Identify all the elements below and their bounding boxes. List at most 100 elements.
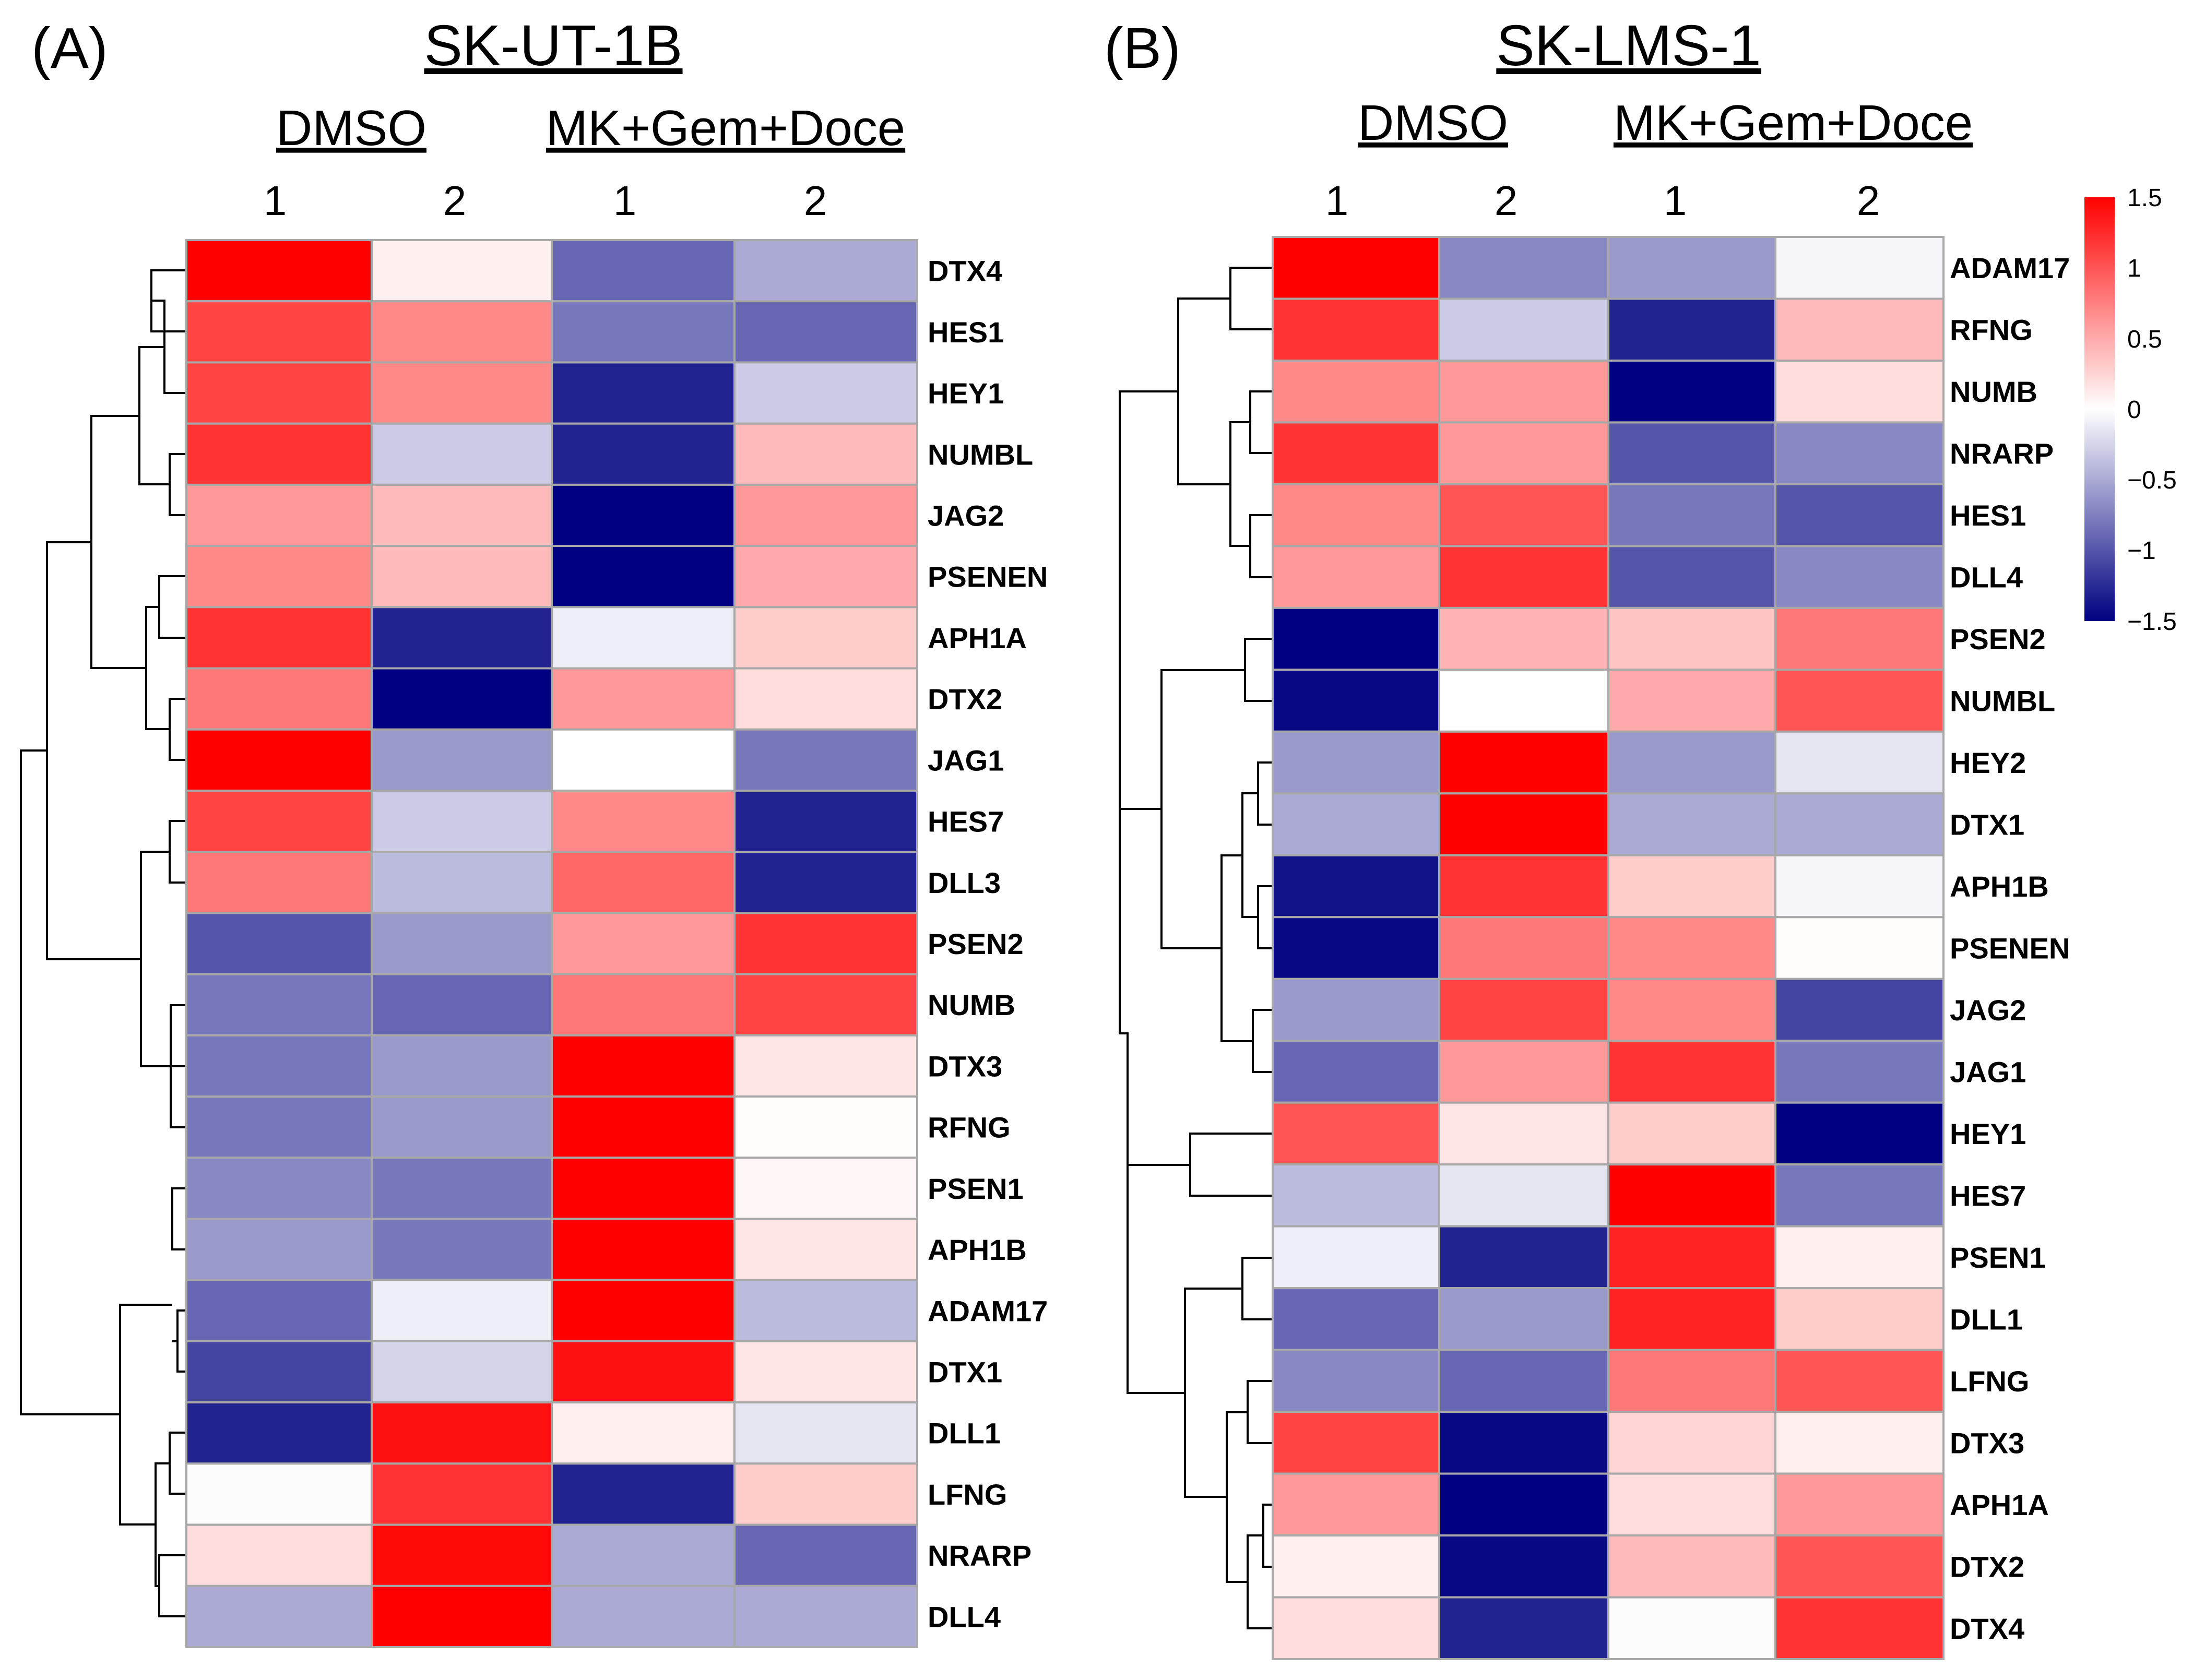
- panel-a-row-label-numbl: NUMBL: [928, 438, 1033, 471]
- panel-b-cell-aph1a-c2: [1438, 1472, 1609, 1537]
- panel-b-cell-numb-c3: [1607, 359, 1776, 424]
- panel-b-cell-psen2-c1: [1272, 606, 1440, 671]
- panel-b-col-2: 2: [1495, 177, 1518, 224]
- panel-a-cell-jag1-c4: [733, 728, 918, 792]
- panel-b-cell-jag1-c1: [1272, 1040, 1440, 1104]
- panel-a-group-dmso: DMSO: [276, 100, 426, 156]
- panel-b-cell-hes1-c2: [1438, 483, 1609, 547]
- panel-b-cell-hes1-c4: [1774, 483, 1945, 547]
- panel-a-cell-dll4-c4: [733, 1584, 918, 1649]
- panel-a-cell-dll1-c1: [185, 1401, 373, 1465]
- panel-a-cell-numbl-c4: [733, 422, 918, 486]
- panel-b-row-label-hes1: HES1: [1950, 499, 2026, 532]
- panel-b-cell-hey1-c1: [1272, 1101, 1440, 1166]
- panel-a-cell-numb-c4: [733, 973, 918, 1036]
- panel-a-cell-lfng-c2: [371, 1462, 553, 1526]
- panel-a-cell-dtx4-c1: [185, 239, 373, 303]
- panel-b-cell-lfng-c2: [1438, 1349, 1609, 1413]
- panel-b-row-label-aph1a: APH1A: [1950, 1488, 2049, 1521]
- panel-b-col-4: 2: [1857, 177, 1880, 224]
- panel-b-cell-adam17-c1: [1272, 236, 1440, 300]
- panel-b-cell-dtx3-c4: [1774, 1411, 1945, 1475]
- panel-a-cell-psen2-c4: [733, 912, 918, 975]
- panel-a-row-label-adam17: ADAM17: [928, 1294, 1048, 1327]
- panel-a-cell-dtx2-c4: [733, 667, 918, 731]
- panel-a-cell-aph1b-c3: [551, 1218, 736, 1281]
- panel-b-cell-adam17-c2: [1438, 236, 1609, 300]
- panel-a-cell-hes1-c1: [185, 300, 373, 364]
- panel-b-cell-hes1-c3: [1607, 483, 1776, 547]
- panel-b-cell-nrarp-c3: [1607, 421, 1776, 485]
- panel-b-cell-numb-c2: [1438, 359, 1609, 424]
- panel-a-cell-hey1-c2: [371, 361, 553, 425]
- panel-b-row-label-dtx1: DTX1: [1950, 808, 2024, 841]
- panel-b-cell-hey2-c3: [1607, 730, 1776, 795]
- panel-a-cell-dll3-c1: [185, 851, 373, 914]
- panel-a-label: (A): [31, 16, 108, 80]
- panel-a-cell-dll1-c3: [551, 1401, 736, 1465]
- panel-b-cell-jag1-c3: [1607, 1040, 1776, 1104]
- panel-b-cell-dtx1-c1: [1272, 792, 1440, 856]
- panel-b-cell-psen1-c1: [1272, 1225, 1440, 1290]
- panel-a-cell-adam17-c4: [733, 1279, 918, 1342]
- panel-b-cell-hey2-c2: [1438, 730, 1609, 795]
- panel-b-cell-jag1-c2: [1438, 1040, 1609, 1104]
- panel-a-title: SK-UT-1B: [424, 14, 682, 78]
- panel-b-cell-psen2-c3: [1607, 606, 1776, 671]
- panel-b-cell-psen2-c2: [1438, 606, 1609, 671]
- panel-b-cell-hes7-c4: [1774, 1163, 1945, 1228]
- panel-b-cell-aph1b-c4: [1774, 854, 1945, 919]
- panel-a-cell-aph1a-c1: [185, 606, 373, 670]
- panel-a-cell-dtx4-c2: [371, 239, 553, 303]
- panel-a-heatmap: DTX4 HES1 HEY1 NUMBL JAG2 PSENEN APH1A DTX2 JAG1…: [185, 239, 1048, 1649]
- panel-b-row-label-dll1: DLL1: [1950, 1303, 2023, 1336]
- panel-b-cell-psenen-c2: [1438, 916, 1609, 980]
- panel-b-cell-dtx4-c1: [1272, 1596, 1440, 1660]
- panel-a-row-label-numb: NUMB: [928, 988, 1015, 1021]
- panel-a-cell-psen1-c3: [551, 1157, 736, 1220]
- panel-b-cell-dll4-c3: [1607, 545, 1776, 609]
- panel-a-cell-hey1-c4: [733, 361, 918, 425]
- panel-a-cell-psenen-c1: [185, 545, 373, 609]
- panel-b-cell-hes1-c1: [1272, 483, 1440, 547]
- panel-b-title: SK-LMS-1: [1496, 14, 1761, 78]
- panel-a-cell-adam17-c2: [371, 1279, 553, 1342]
- panel-b-row-label-numb: NUMB: [1950, 375, 2037, 408]
- panel-b-cell-dtx1-c4: [1774, 792, 1945, 856]
- panel-a-col-1: 1: [264, 177, 287, 224]
- panel-a-cell-aph1a-c2: [371, 606, 553, 670]
- panel-b-cell-dll4-c4: [1774, 545, 1945, 609]
- panel-b-cell-rfng-c2: [1438, 297, 1609, 362]
- panel-a-cell-psen1-c2: [371, 1157, 553, 1220]
- panel-a-cell-psenen-c4: [733, 545, 918, 609]
- panel-b-cell-numbl-c3: [1607, 669, 1776, 733]
- panel-b-cell-dtx4-c2: [1438, 1596, 1609, 1660]
- panel-b-cell-hey1-c4: [1774, 1101, 1945, 1166]
- panel-b-cell-aph1a-c1: [1272, 1472, 1440, 1537]
- panel-b-col-1: 1: [1325, 177, 1349, 224]
- panel-b-row-label-numbl: NUMBL: [1950, 685, 2055, 718]
- panel-a-cell-numbl-c3: [551, 422, 736, 486]
- panel-a-cell-psenen-c3: [551, 545, 736, 609]
- panel-b-cell-nrarp-c1: [1272, 421, 1440, 485]
- legend-tick-6: −1: [2127, 537, 2156, 565]
- panel-b-cell-dtx3-c3: [1607, 1411, 1776, 1475]
- panel-a-cell-dll1-c4: [733, 1401, 918, 1465]
- panel-b-cell-dtx1-c2: [1438, 792, 1609, 856]
- panel-b-row-label-rfng: RFNG: [1950, 314, 2033, 347]
- panel-a-cell-jag2-c1: [185, 483, 373, 547]
- panel-a-cell-hes7-c4: [733, 789, 918, 853]
- panel-b-row-label-psen1: PSEN1: [1950, 1241, 2046, 1274]
- panel-b-cell-lfng-c4: [1774, 1349, 1945, 1413]
- panel-b-cell-lfng-c1: [1272, 1349, 1440, 1413]
- panel-a-cell-dll4-c1: [185, 1584, 373, 1649]
- panel-a-cell-dtx4-c3: [551, 239, 736, 303]
- legend-tick-4: 0: [2127, 396, 2141, 424]
- panel-a-cell-dtx1-c1: [185, 1340, 373, 1404]
- panel-a-cell-numb-c3: [551, 973, 736, 1036]
- panel-a-cell-aph1b-c4: [733, 1218, 918, 1281]
- panel-b-cell-jag2-c2: [1438, 978, 1609, 1042]
- panel-b-cell-hey2-c1: [1272, 730, 1440, 795]
- panel-b-cell-jag2-c4: [1774, 978, 1945, 1042]
